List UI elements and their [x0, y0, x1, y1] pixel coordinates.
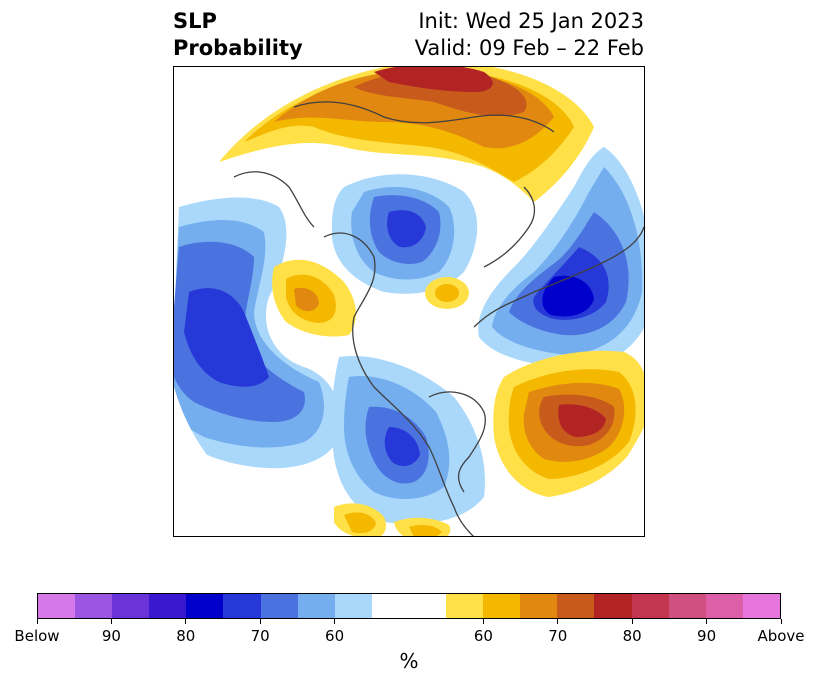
colorbar-segment	[668, 594, 706, 618]
colorbar-tick-mark	[631, 619, 633, 624]
colorbar-segment	[260, 594, 298, 618]
colorbar-tick-mark	[482, 619, 484, 624]
colorbar-segment	[297, 594, 335, 618]
colorbar-segment	[38, 594, 76, 618]
colorbar-segment	[112, 594, 150, 618]
colorbar-segment	[520, 594, 558, 618]
colorbar	[37, 593, 781, 619]
colorbar-segment	[594, 594, 632, 618]
colorbar-tick-mark	[557, 619, 559, 624]
probability-shading	[174, 67, 644, 536]
colorbar-tick-mark	[259, 619, 261, 624]
colorbar-segment	[631, 594, 669, 618]
colorbar-unit: %	[399, 649, 419, 673]
colorbar-segment	[149, 594, 187, 618]
colorbar-tick-label: 70	[548, 627, 568, 645]
colorbar-tick-label: 60	[325, 627, 345, 645]
colorbar-tick-label: 90	[101, 627, 121, 645]
colorbar-tick-mark	[334, 619, 336, 624]
colorbar-tick-label: Below	[14, 627, 60, 645]
colorbar-segment	[557, 594, 595, 618]
colorbar-segment	[371, 594, 409, 618]
colorbar-tick-label: 90	[697, 627, 717, 645]
title-line-2: Probability	[173, 36, 303, 60]
colorbar-segment	[223, 594, 261, 618]
colorbar-tick-label: 80	[176, 627, 196, 645]
colorbar-segment	[334, 594, 372, 618]
colorbar-tick-label: 80	[622, 627, 642, 645]
colorbar-tick-mark	[185, 619, 187, 624]
colorbar-tick-label: Above	[757, 627, 805, 645]
colorbar-segment	[186, 594, 224, 618]
colorbar-tick-label: 70	[250, 627, 270, 645]
colorbar-segment	[75, 594, 113, 618]
colorbar-segment	[446, 594, 484, 618]
colorbar-segment	[705, 594, 743, 618]
chart-title: SLP Probability	[173, 8, 303, 62]
forecast-dates: Init: Wed 25 Jan 2023 Valid: 09 Feb – 22…	[415, 8, 644, 62]
colorbar-segment	[483, 594, 521, 618]
colorbar-tick-mark	[110, 619, 112, 624]
polar-map	[173, 66, 645, 537]
coastline-outlines	[233, 101, 644, 536]
title-line-1: SLP	[173, 9, 217, 33]
colorbar-tick-mark	[706, 619, 708, 624]
colorbar-segment	[742, 594, 780, 618]
init-date: Init: Wed 25 Jan 2023	[418, 9, 644, 33]
colorbar-tick-label: 60	[473, 627, 493, 645]
valid-range: Valid: 09 Feb – 22 Feb	[414, 36, 644, 60]
colorbar-tick-mark	[780, 619, 782, 624]
colorbar-segment	[408, 594, 447, 618]
colorbar-tick-mark	[36, 619, 38, 624]
